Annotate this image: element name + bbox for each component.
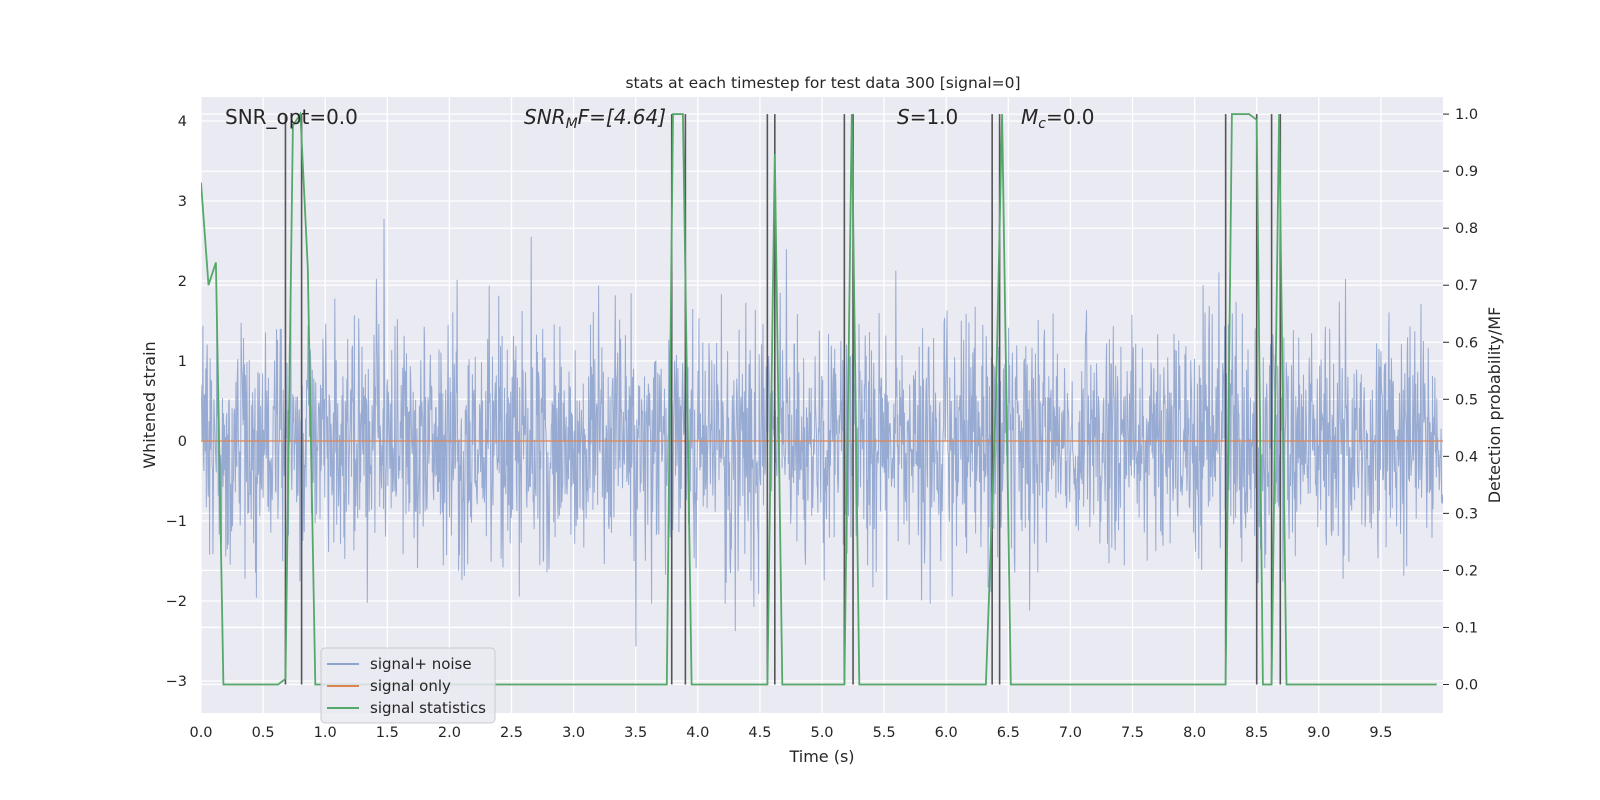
y-tick-label: 3 bbox=[178, 194, 187, 210]
x-tick-label: 8.0 bbox=[1183, 725, 1206, 741]
annotation-mc-value: =0.0 bbox=[1046, 105, 1095, 129]
signal-statistics-line bbox=[201, 111, 1437, 686]
legend-label-signal-noise: signal+ noise bbox=[370, 655, 472, 673]
right-tick-label: 0.6 bbox=[1455, 335, 1478, 351]
y-tick-label: −1 bbox=[166, 514, 187, 530]
annotation-s-value: =1.0 bbox=[910, 105, 959, 129]
right-tick-label: 0.1 bbox=[1455, 620, 1478, 636]
x-axis-label: Time (s) bbox=[788, 747, 854, 766]
annotation-snr-opt: SNR_opt=0.0 bbox=[225, 105, 358, 129]
x-tick-label: 7.0 bbox=[1059, 725, 1082, 741]
chart-title: stats at each timestep for test data 300… bbox=[625, 74, 1020, 92]
x-tick-label: 1.0 bbox=[314, 725, 337, 741]
annotation-mc: Mc=0.0 bbox=[1021, 105, 1095, 132]
x-tick-label: 9.5 bbox=[1369, 725, 1392, 741]
annotation-snr-mf: SNRMF=[4.64] bbox=[524, 105, 666, 132]
annotation-mc-symbol: M bbox=[1021, 105, 1038, 129]
right-tick-label: 0.5 bbox=[1455, 392, 1478, 408]
annotation-s-symbol: S bbox=[897, 105, 910, 129]
x-tick-label: 4.5 bbox=[748, 725, 771, 741]
annotation-snr-mf-subscript: M bbox=[566, 116, 578, 132]
x-tick-label: 2.0 bbox=[438, 725, 461, 741]
signal-noise-line bbox=[201, 218, 1443, 647]
y-tick-label: −3 bbox=[166, 674, 187, 690]
x-tick-label: 6.5 bbox=[997, 725, 1020, 741]
y-tick-label: 0 bbox=[178, 434, 187, 450]
right-tick-label: 0.8 bbox=[1455, 221, 1478, 237]
annotation-snr-mf-symbol: SNR bbox=[524, 105, 566, 129]
x-tick-label: 5.5 bbox=[873, 725, 896, 741]
y-axis-label: Whitened strain bbox=[140, 341, 159, 468]
y-tick-label: 1 bbox=[178, 354, 187, 370]
right-axis-ticks: 0.0 0.1 0.2 0.3 0.4 0.5 0.6 0.7 0.8 0.9 1.0 bbox=[1443, 107, 1478, 693]
y-tick-label: −2 bbox=[166, 594, 187, 610]
x-tick-label: 8.5 bbox=[1245, 725, 1268, 741]
right-tick-label: 0.7 bbox=[1455, 278, 1478, 294]
annotation-snr-mf-value: F=[4.64] bbox=[578, 105, 666, 129]
right-tick-label: 0.3 bbox=[1455, 506, 1478, 522]
right-tick-label: 0.2 bbox=[1455, 563, 1478, 579]
legend-label-signal-only: signal only bbox=[370, 677, 451, 695]
x-tick-label: 6.0 bbox=[935, 725, 958, 741]
right-tick-label: 0.9 bbox=[1455, 164, 1478, 180]
left-axis-ticks: −3 −2 −1 0 1 2 3 4 bbox=[166, 114, 187, 690]
legend-box bbox=[320, 647, 496, 724]
series-signal-noise bbox=[201, 218, 1443, 647]
x-tick-label: 0.5 bbox=[252, 725, 275, 741]
series-signal-statistics bbox=[201, 111, 1437, 686]
annotation-s: S=1.0 bbox=[897, 105, 958, 129]
right-tick-label: 1.0 bbox=[1455, 107, 1478, 123]
x-tick-label: 1.5 bbox=[376, 725, 399, 741]
x-tick-label: 0.0 bbox=[189, 725, 212, 741]
y-tick-label: 4 bbox=[178, 114, 187, 130]
x-tick-label: 3.0 bbox=[562, 725, 585, 741]
x-tick-label: 7.5 bbox=[1121, 725, 1144, 741]
right-axis-label: Detection probability/MF bbox=[1485, 307, 1504, 504]
x-axis-ticks: 0.0 0.5 1.0 1.5 2.0 2.5 3.0 3.5 4.0 4.5 5.0 5.5 6.0 6… bbox=[189, 725, 1392, 741]
legend: signal+ noise signal only signal statist… bbox=[320, 647, 496, 724]
y-tick-label: 2 bbox=[178, 274, 187, 290]
x-tick-label: 9.0 bbox=[1307, 725, 1330, 741]
x-tick-label: 3.5 bbox=[624, 725, 647, 741]
x-tick-label: 4.0 bbox=[686, 725, 709, 741]
right-tick-label: 0.0 bbox=[1455, 677, 1478, 693]
right-tick-label: 0.4 bbox=[1455, 449, 1478, 465]
annotation-mc-subscript: c bbox=[1038, 116, 1046, 132]
x-tick-label: 2.5 bbox=[500, 725, 523, 741]
legend-label-signal-statistics: signal statistics bbox=[370, 699, 486, 717]
x-tick-label: 5.0 bbox=[810, 725, 833, 741]
